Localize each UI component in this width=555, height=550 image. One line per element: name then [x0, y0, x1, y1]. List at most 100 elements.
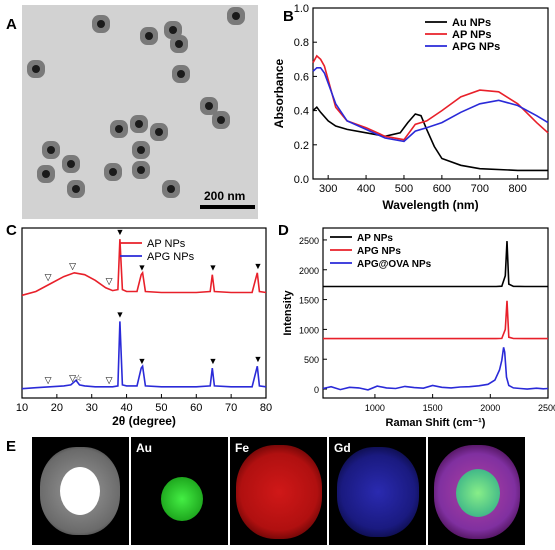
- chart-b-ytick-label: 0.6: [294, 71, 309, 83]
- nanoparticle: [37, 165, 55, 183]
- chart-b-legend-label: APG NPs: [452, 41, 500, 53]
- nanoparticle: [62, 155, 80, 173]
- nanoparticle: [170, 35, 188, 53]
- chart-c-legend-label: APG NPs: [147, 251, 195, 263]
- chart-c-peak-marker: ▼: [137, 263, 146, 273]
- fe-distribution: [236, 445, 322, 539]
- chart-b-ytick-label: 0.4: [294, 106, 309, 118]
- chart-b-legend-label: AP NPs: [452, 29, 492, 41]
- chart-d-series-line: [323, 300, 548, 340]
- nanoparticle: [227, 7, 245, 25]
- nanoparticle: [132, 141, 150, 159]
- chart-d-ytick-label: 0: [314, 385, 319, 395]
- nanoparticle: [27, 60, 45, 78]
- chart-c-series-line: [21, 239, 267, 297]
- nanoparticle: [92, 15, 110, 33]
- panel-letter-a: A: [6, 16, 17, 33]
- chart-c-peak-marker: ▼: [115, 309, 124, 319]
- chart-c-xlabel: 2θ (degree): [112, 414, 176, 428]
- chart-b-ylabel: Absorbance: [272, 59, 286, 129]
- chart-c-xtick-label: 50: [155, 402, 167, 414]
- chart-c-peak-marker: ▼: [254, 354, 263, 364]
- chart-b-xlabel: Wavelength (nm): [382, 198, 478, 212]
- nanoparticle: [172, 65, 190, 83]
- chart-d-xtick-label: 2000: [480, 403, 500, 413]
- chart-c-xtick-label: 10: [16, 402, 28, 414]
- chart-d-xtick-label: 2500: [538, 403, 555, 413]
- scale-bar: [200, 205, 255, 209]
- chart-b-xtick-label: 400: [357, 183, 375, 195]
- scale-bar-label: 200 nm: [204, 189, 246, 203]
- panel-letter-b: B: [283, 8, 294, 25]
- chart-b-ytick-label: 1.0: [294, 3, 309, 15]
- chart-b-ytick-label: 0.0: [294, 174, 309, 186]
- chart-c-series-line: [21, 321, 267, 390]
- chart-c-xtick-label: 40: [120, 402, 132, 414]
- nanoparticle: [212, 111, 230, 129]
- chart-d-legend-label: APG NPs: [357, 246, 401, 257]
- panel-letter-c: C: [6, 222, 17, 239]
- chart-c-frame: [21, 227, 267, 399]
- nanoparticle: [42, 141, 60, 159]
- nanoparticle: [200, 97, 218, 115]
- chart-d-ytick-label: 500: [304, 355, 319, 365]
- chart-c-xtick-label: 80: [260, 402, 272, 414]
- chart-c-peak-marker: ▼: [209, 356, 218, 366]
- chart-b-xtick-label: 800: [508, 183, 526, 195]
- tem-image: 200 nm: [22, 5, 258, 219]
- chart-c-peak-marker: ▼: [115, 227, 124, 237]
- chart-d-legend-label: AP NPs: [357, 233, 393, 244]
- nanoparticle: [110, 120, 128, 138]
- nanoparticle: [164, 21, 182, 39]
- chart-d-xtick-label: 1500: [423, 403, 443, 413]
- chart-b-xtick-label: 700: [471, 183, 489, 195]
- chart-d-series-line: [322, 347, 549, 391]
- nanoparticle: [162, 180, 180, 198]
- nanoparticle: [140, 27, 158, 45]
- chart-d-ylabel: Intensity: [282, 290, 294, 336]
- chart-d-series-line: [323, 241, 548, 288]
- chart-d-legend-label: APG@OVA NPs: [357, 259, 432, 270]
- gd-map: Gd: [329, 437, 426, 545]
- chart-c-xtick-label: 70: [225, 402, 237, 414]
- chart-b-series-line: [312, 67, 549, 143]
- chart-c-peak-marker: ▼: [137, 356, 146, 366]
- tile-label-fe: Fe: [235, 441, 250, 455]
- au-distribution: [161, 477, 203, 521]
- chart-c-peak-marker: ▼: [254, 261, 263, 271]
- chart-d-ytick-label: 2000: [299, 266, 319, 276]
- chart-c-peak-marker: ▼: [209, 263, 218, 273]
- chart-c-xtick-label: 20: [51, 402, 63, 414]
- chart-b-xtick-label: 500: [395, 183, 413, 195]
- chart-d-ytick-label: 2500: [299, 236, 319, 246]
- chart-c-peak-marker: ▽: [45, 375, 52, 385]
- chart-c-peak-marker: ▽: [106, 276, 113, 286]
- overlay-core: [456, 469, 500, 517]
- overlay-map: [428, 437, 525, 545]
- panel-letter-d: D: [278, 222, 289, 239]
- nanoparticle: [150, 123, 168, 141]
- chart-c-xtick-label: 30: [86, 402, 98, 414]
- nanoparticle: [130, 115, 148, 133]
- chart-c-peak-marker: ▽: [106, 375, 113, 385]
- chart-c-xtick-label: 60: [190, 402, 202, 414]
- chart-d-ytick-label: 1000: [299, 325, 319, 335]
- chart-c-peak-marker: ▽: [69, 261, 76, 271]
- chart-b-ytick-label: 0.8: [294, 37, 309, 49]
- chart-b-series-line: [312, 54, 549, 141]
- nanoparticle: [67, 180, 85, 198]
- particle-core: [60, 467, 100, 515]
- chart-d-frame: [322, 227, 549, 399]
- chart-d-ytick-label: 1500: [299, 296, 319, 306]
- chart-c-peak-marker: ▽: [69, 373, 76, 383]
- tile-label-au: Au: [136, 441, 152, 455]
- fe-map: Fe: [230, 437, 327, 545]
- nanoparticle: [104, 163, 122, 181]
- chart-b-xtick-label: 600: [433, 183, 451, 195]
- chart-b-xtick-label: 300: [319, 183, 337, 195]
- chart-d-xlabel: Raman Shift (cm⁻¹): [386, 417, 486, 429]
- chart-d-xtick-label: 1000: [365, 403, 385, 413]
- panel-letter-e: E: [6, 438, 17, 455]
- chart-b-series-line: [312, 106, 548, 172]
- au-map: Au: [131, 437, 228, 545]
